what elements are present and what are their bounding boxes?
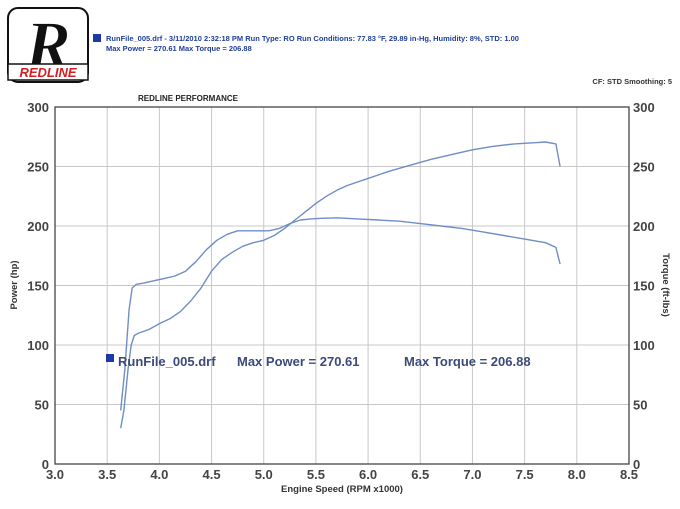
- x-tick-label: 7.0: [463, 467, 481, 482]
- x-tick-label: 8.5: [620, 467, 638, 482]
- y-tick-label-left: 50: [35, 398, 49, 413]
- legend-marker: [106, 354, 114, 362]
- annotation-max-torque: Max Torque = 206.88: [404, 354, 531, 369]
- y-axis-label-left: Power (hp): [9, 260, 20, 309]
- y-tick-label-left: 250: [27, 160, 49, 175]
- annotation-file: RunFile_005.drf: [118, 354, 216, 369]
- y-tick-label-left: 300: [27, 100, 49, 115]
- y-tick-label-right: 100: [633, 338, 655, 353]
- y-tick-label-left: 200: [27, 219, 49, 234]
- max-values-line: Max Power = 270.61 Max Torque = 206.88: [106, 44, 252, 53]
- plot-area: [54, 106, 630, 465]
- run-info-line: RunFile_005.drf - 3/11/2010 2:32:18 PM R…: [106, 34, 519, 43]
- legend-marker-header: [93, 34, 101, 42]
- power-curve: [120, 141, 561, 429]
- x-tick-label: 3.0: [46, 467, 64, 482]
- correction-factor-text: CF: STD Smoothing: 5: [592, 77, 672, 86]
- chart-title: REDLINE PERFORMANCE: [138, 94, 239, 103]
- annotation-max-power: Max Power = 270.61: [237, 354, 360, 369]
- torque-curve: [120, 217, 561, 411]
- x-tick-label: 6.5: [411, 467, 429, 482]
- y-tick-label-right: 0: [633, 457, 640, 472]
- y-axis-label-right: Torque (ft-lbs): [660, 253, 671, 317]
- x-tick-label: 5.0: [255, 467, 273, 482]
- redline-logo: R REDLINE: [7, 7, 89, 84]
- x-tick-label: 7.5: [516, 467, 534, 482]
- y-tick-label-right: 250: [633, 160, 655, 175]
- y-tick-label-left: 150: [27, 279, 49, 294]
- y-tick-label-right: 200: [633, 219, 655, 234]
- y-tick-label-right: 50: [633, 398, 647, 413]
- x-tick-label: 6.0: [359, 467, 377, 482]
- y-tick-label-left: 0: [42, 457, 49, 472]
- y-tick-label-right: 300: [633, 100, 655, 115]
- x-tick-label: 5.5: [307, 467, 325, 482]
- y-tick-label-right: 150: [633, 279, 655, 294]
- logo-wordmark: REDLINE: [19, 65, 76, 80]
- y-tick-label-left: 100: [27, 338, 49, 353]
- x-tick-label: 3.5: [98, 467, 116, 482]
- x-tick-label: 8.0: [568, 467, 586, 482]
- x-tick-label: 4.0: [150, 467, 168, 482]
- x-tick-label: 4.5: [203, 467, 221, 482]
- x-axis-label: Engine Speed (RPM x1000): [281, 484, 403, 495]
